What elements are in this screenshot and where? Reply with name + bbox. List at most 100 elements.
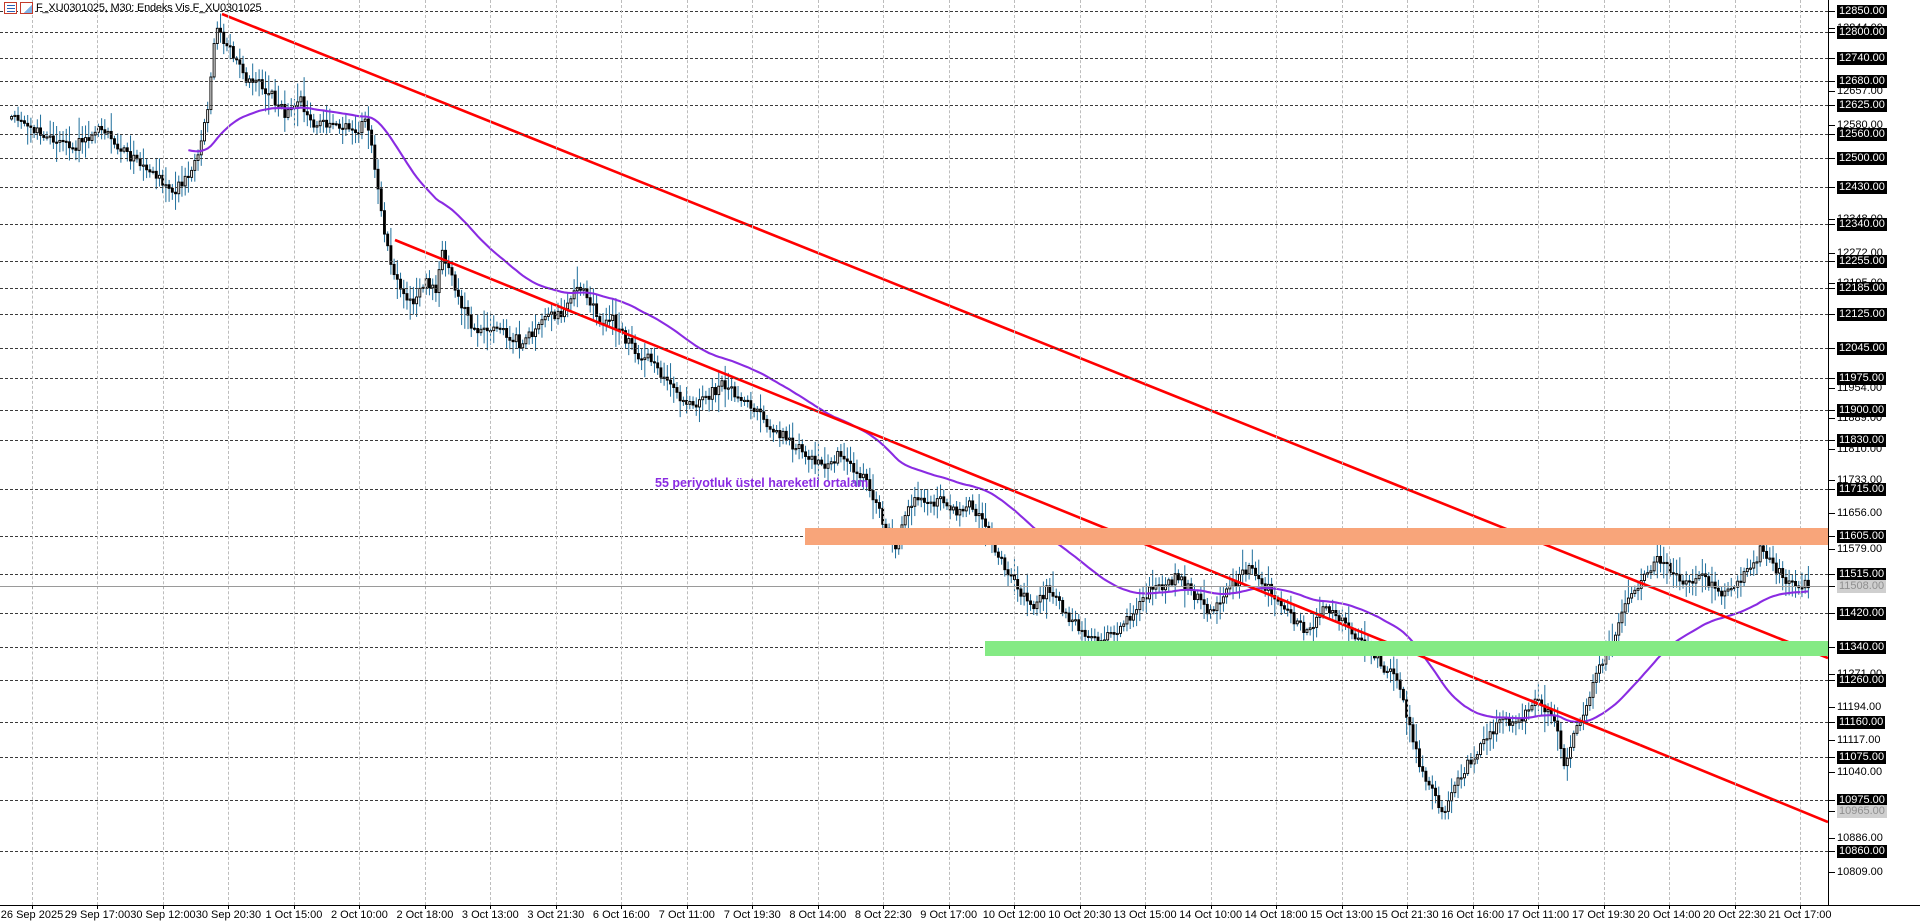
vertical-gridline xyxy=(1669,0,1671,905)
price-axis-label: 12850.00 xyxy=(1837,5,1887,18)
vertical-gridline xyxy=(1734,0,1736,905)
time-axis-tick xyxy=(555,906,557,909)
price-axis-tick xyxy=(1829,574,1835,575)
price-series xyxy=(10,12,1828,824)
price-axis-tick xyxy=(1829,811,1835,812)
price-axis-tick xyxy=(1829,348,1835,349)
vertical-gridline xyxy=(424,0,426,905)
price-axis-label: 11117.00 xyxy=(1837,734,1881,746)
price-axis-tick xyxy=(1829,283,1835,284)
chart-icon[interactable] xyxy=(20,2,33,14)
time-axis[interactable]: 26 Sep 2025 29 Sep 17:00 30 Sep 12:00 30 Se… xyxy=(0,905,1920,923)
time-axis-tick xyxy=(1538,906,1540,909)
time-axis-label: 6 Oct 16:00 xyxy=(592,909,650,921)
gridline xyxy=(0,378,1828,379)
time-axis-tick xyxy=(162,906,164,909)
time-axis-label: 8 Oct 22:30 xyxy=(854,909,912,921)
price-axis-label: 11420.00 xyxy=(1837,607,1887,620)
vertical-gridline xyxy=(32,0,33,905)
price-axis-tick xyxy=(1829,91,1835,92)
time-axis-tick xyxy=(32,906,33,909)
time-axis-tick xyxy=(1669,906,1671,909)
vertical-gridline xyxy=(883,0,885,905)
vertical-gridline xyxy=(97,0,99,905)
gridline xyxy=(0,81,1828,82)
vertical-gridline xyxy=(752,0,754,905)
price-axis-tick xyxy=(1829,219,1835,220)
gridline xyxy=(0,440,1828,441)
price-axis-tick xyxy=(1829,388,1835,389)
vertical-gridline xyxy=(293,0,295,905)
time-axis-tick xyxy=(817,906,819,909)
price-axis-tick xyxy=(1829,772,1835,773)
price-axis-tick xyxy=(1829,410,1835,411)
gridline xyxy=(0,410,1828,411)
price-axis-label: 11605.00 xyxy=(1837,530,1887,543)
vertical-gridline xyxy=(555,0,557,905)
vertical-gridline xyxy=(686,0,688,905)
gridline xyxy=(0,680,1828,681)
time-axis-label: 9 Oct 17:00 xyxy=(920,909,978,921)
price-axis-tick xyxy=(1829,536,1835,537)
price-axis-tick xyxy=(1829,58,1835,59)
time-axis-label: 30 Sep 20:30 xyxy=(195,909,262,921)
gridline xyxy=(0,348,1828,349)
time-axis-tick xyxy=(1079,906,1081,909)
vertical-gridline xyxy=(1800,0,1801,905)
price-axis-label: 11508.00 xyxy=(1837,580,1887,593)
price-axis[interactable]: 12850.0012844.0012800.0012740.0012680.00… xyxy=(1828,0,1920,905)
price-axis-label: 12740.00 xyxy=(1837,52,1887,65)
vertical-gridline xyxy=(1276,0,1278,905)
time-axis-tick xyxy=(752,906,754,909)
ema-annotation-label[interactable]: 55 periyotluk üstel hareketli ortalam xyxy=(655,476,869,490)
time-axis-label: 14 Oct 18:00 xyxy=(1244,909,1308,921)
time-axis-label: 10 Oct 12:00 xyxy=(982,909,1046,921)
time-axis-label: 7 Oct 11:00 xyxy=(658,909,715,921)
price-axis-label: 12560.00 xyxy=(1837,128,1887,141)
time-axis-tick xyxy=(359,906,361,909)
vertical-gridline xyxy=(1603,0,1605,905)
time-axis-label: 2 Oct 10:00 xyxy=(330,909,388,921)
price-axis-tick xyxy=(1829,851,1835,852)
price-axis-label: 12657.00 xyxy=(1837,85,1883,97)
price-axis-tick xyxy=(1829,32,1835,33)
time-axis-label: 8 Oct 14:00 xyxy=(789,909,847,921)
time-axis-tick xyxy=(1734,906,1736,909)
gridline xyxy=(0,851,1828,852)
time-axis-label: 14 Oct 10:00 xyxy=(1179,909,1243,921)
gridline xyxy=(0,314,1828,315)
chart-title: F_XU0301025, M30: Endeks Vis F_XU0301025 xyxy=(36,2,262,14)
vertical-gridline xyxy=(1341,0,1343,905)
time-axis-tick xyxy=(621,906,623,909)
price-axis-label: 11810.00 xyxy=(1837,443,1883,455)
price-axis-tick xyxy=(1829,314,1835,315)
vertical-gridline xyxy=(228,0,230,905)
chart-plot-area[interactable]: 55 periyotluk üstel hareketli ortalam xyxy=(0,0,1828,905)
gridline xyxy=(0,800,1828,801)
support-zone[interactable] xyxy=(985,641,1828,656)
time-axis-tick xyxy=(293,906,295,909)
price-axis-label: 11515.00 xyxy=(1837,568,1887,581)
gridline xyxy=(0,11,1828,12)
time-axis-label: 3 Oct 21:30 xyxy=(527,909,585,921)
price-axis-tick xyxy=(1829,613,1835,614)
time-axis-tick xyxy=(1145,906,1147,909)
price-axis-label: 10809.00 xyxy=(1837,866,1883,878)
price-axis-label: 11194.00 xyxy=(1837,701,1882,713)
price-axis-tick xyxy=(1829,722,1835,723)
gridline xyxy=(0,58,1828,59)
price-axis-label: 12185.00 xyxy=(1837,282,1887,295)
time-axis-label: 29 Sep 17:00 xyxy=(64,909,131,921)
gridline xyxy=(0,489,1828,490)
time-axis-tick xyxy=(948,906,950,909)
price-axis-label: 11830.00 xyxy=(1837,434,1887,447)
price-axis-tick xyxy=(1829,449,1835,450)
table-icon[interactable] xyxy=(4,2,17,14)
time-axis-label: 20 Oct 22:30 xyxy=(1703,909,1767,921)
price-axis-label: 11579.00 xyxy=(1837,543,1883,555)
price-axis-tick xyxy=(1829,81,1835,82)
price-axis-tick xyxy=(1829,378,1835,379)
time-axis-tick xyxy=(97,906,99,909)
resistance-zone[interactable] xyxy=(805,528,1828,545)
